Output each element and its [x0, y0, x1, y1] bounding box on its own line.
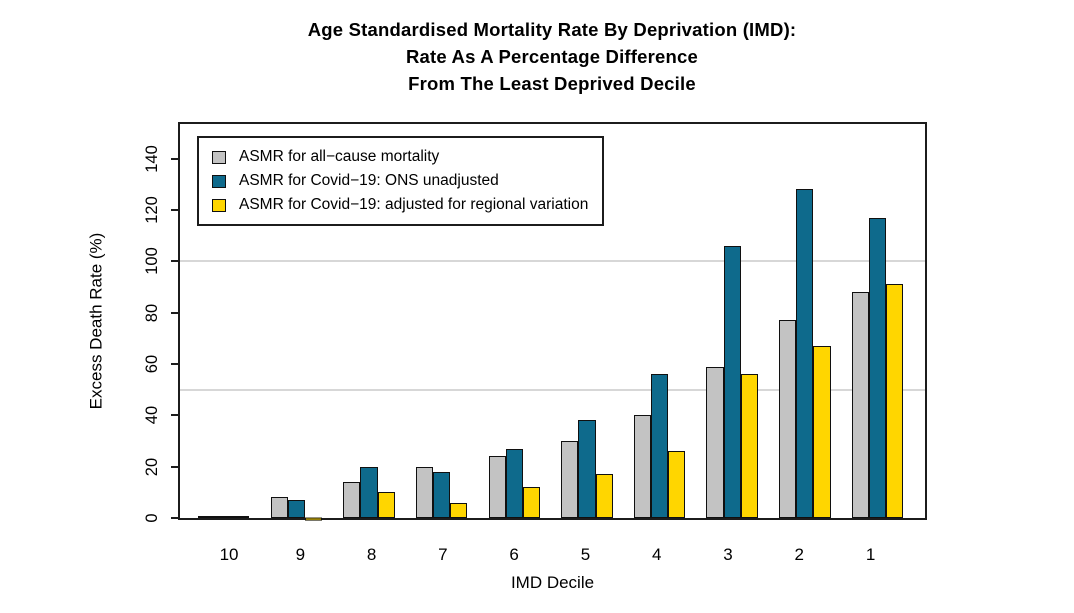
y-axis-label-wrap: Excess Death Rate (%)	[76, 122, 116, 520]
y-tick-label-20: 20	[142, 457, 161, 476]
bar-decile-10	[197, 516, 216, 518]
bar-decile-8	[360, 466, 378, 518]
legend-swatch-icon	[212, 174, 226, 188]
bar-group-decile-6	[488, 124, 541, 518]
legend: ASMR for all−cause mortality ASMR for Cov…	[197, 136, 605, 226]
bar-decile-1	[851, 292, 869, 518]
bar-group-decile-8	[343, 124, 395, 518]
bar-decile-7	[450, 502, 468, 518]
bar-decile-7	[433, 471, 451, 518]
bar-decile-8	[343, 482, 361, 518]
legend-item-3: ASMR for Covid−19: adjusted for regional…	[212, 196, 588, 214]
bar-decile-9	[287, 500, 305, 518]
bar-group-decile-5	[561, 124, 613, 518]
y-tick-100	[171, 260, 180, 263]
x-tick-label-8: 8	[366, 545, 377, 564]
legend-swatch-icon	[212, 150, 226, 164]
bar-decile-4	[650, 374, 669, 518]
y-tick-60	[171, 362, 180, 365]
legend-swatch-icon	[212, 198, 226, 212]
bar-decile-7	[415, 466, 434, 518]
y-tick-label-100: 100	[142, 247, 161, 275]
bar-decile-2	[779, 320, 797, 518]
x-tick-label-4: 4	[651, 545, 662, 564]
bar-decile-6	[488, 456, 506, 518]
legend-label: ASMR for Covid−19: ONS unadjusted	[239, 172, 499, 189]
bar-decile-3	[706, 366, 724, 518]
x-tick-label-2: 2	[794, 545, 804, 564]
bar-group-decile-4	[633, 124, 686, 518]
legend-label: ASMR for all−cause mortality	[239, 148, 440, 165]
plot-box: 0 20 40 60 80 100 120 140 ASMR for all−cause mo…	[143, 122, 927, 523]
bar-decile-1	[868, 217, 887, 518]
bar-group-decile-10	[197, 124, 250, 518]
bar-decile-2	[813, 345, 831, 518]
y-tick-120	[171, 208, 180, 211]
bar-group-decile-1	[851, 124, 904, 518]
bar-decile-10	[232, 516, 250, 518]
x-tick-label-3: 3	[723, 545, 733, 564]
x-tick-label-9: 9	[295, 545, 306, 564]
chart-title-line-1: Age Standardised Mortality Rate By Depri…	[307, 19, 797, 40]
bar-decile-10	[215, 516, 233, 518]
x-tick-label-5: 5	[580, 545, 591, 564]
bar-decile-6	[522, 487, 541, 518]
chart-title-line-3: From The Least Deprived Decile	[408, 73, 696, 94]
x-axis-tick-labels: 10 9 8 7 6 5 4 3 2 1	[178, 545, 927, 565]
gridline-100	[180, 260, 925, 263]
bar-group-decile-2	[779, 124, 831, 518]
bar-decile-8	[377, 492, 395, 518]
y-tick-label-40: 40	[142, 406, 161, 425]
y-tick-20	[171, 465, 180, 468]
bar-decile-6	[505, 448, 523, 518]
bar-decile-5	[578, 420, 596, 518]
bar-decile-9	[270, 497, 288, 518]
bar-group-decile-9	[270, 124, 323, 521]
y-tick-0	[171, 517, 180, 519]
y-tick-label-120: 120	[142, 196, 161, 224]
gridline-50	[180, 388, 925, 391]
bar-decile-3	[740, 374, 758, 518]
y-tick-label-0: 0	[142, 513, 161, 523]
bar-group-decile-7	[415, 124, 468, 518]
legend-item-2: ASMR for Covid−19: ONS unadjusted	[212, 172, 588, 190]
y-tick-140	[171, 157, 180, 160]
bar-decile-3	[723, 245, 741, 518]
bar-decile-4	[633, 415, 651, 518]
chart-title-line-2: Rate As A Percentage Difference	[405, 46, 699, 67]
y-axis-label: Excess Death Rate (%)	[86, 232, 105, 410]
x-tick-label-7: 7	[438, 545, 448, 564]
y-tick-label-60: 60	[142, 354, 161, 374]
bar-decile-5	[561, 440, 579, 518]
x-tick-label-10: 10	[219, 545, 239, 564]
bar-group-decile-3	[706, 124, 758, 518]
legend-label: ASMR for Covid−19: adjusted for regional…	[239, 196, 589, 213]
bar-decile-1	[886, 284, 904, 518]
y-tick-label-140: 140	[142, 144, 161, 173]
bar-decile-5	[595, 474, 613, 518]
legend-item-1: ASMR for all−cause mortality	[212, 148, 588, 166]
x-axis-label: IMD Decile	[510, 573, 595, 592]
y-tick-40	[171, 414, 180, 417]
chart-title: Age Standardised Mortality Rate By Depri…	[148, 16, 956, 97]
x-tick-label-6: 6	[509, 545, 519, 564]
y-tick-label-80: 80	[142, 303, 161, 322]
bar-decile-2	[796, 189, 814, 518]
bar-decile-4	[668, 451, 686, 518]
y-tick-80	[171, 311, 180, 314]
bar-decile-9	[304, 518, 323, 521]
x-tick-label-1: 1	[865, 545, 876, 564]
bars-row	[180, 124, 925, 521]
